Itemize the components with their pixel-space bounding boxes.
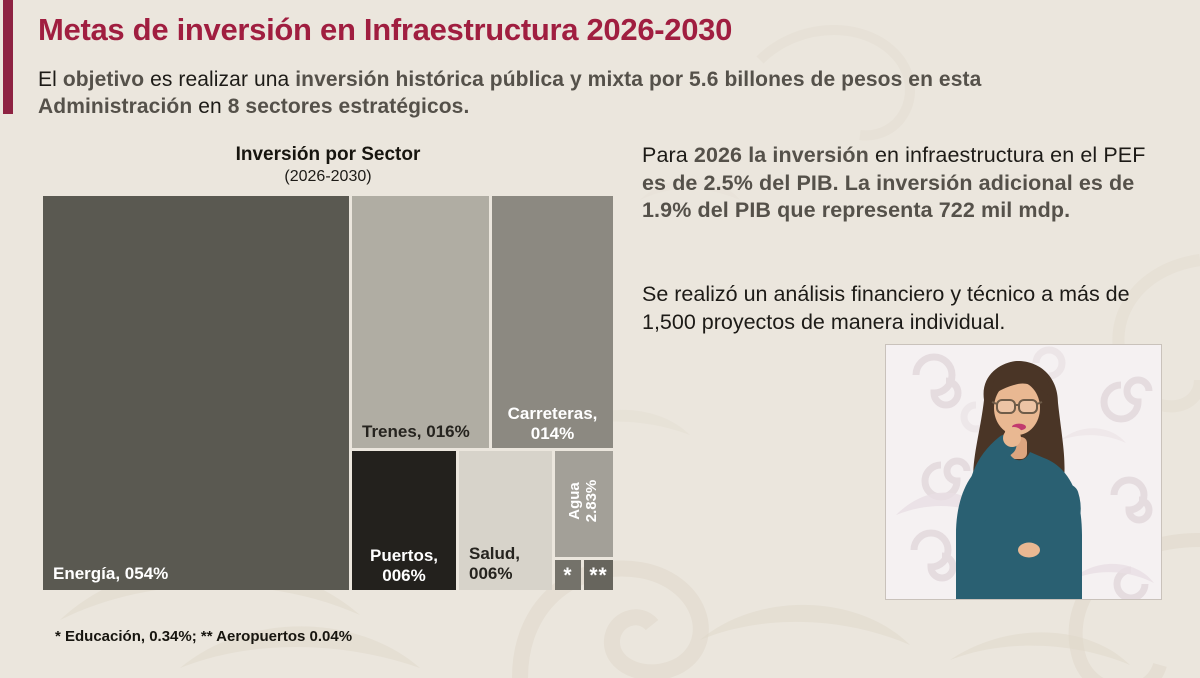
treemap-cell-label: ** <box>584 564 613 589</box>
cell-label-text: Agua <box>566 482 584 520</box>
right-panel-paragraph-2: Se realizó un análisis financiero y técn… <box>642 282 1130 334</box>
cell-label-text: 006% <box>469 563 513 583</box>
subtitle-part: 8 sectores estratégicos. <box>227 95 470 119</box>
subtitle-part: inversión histórica pública y mixta por … <box>38 68 982 119</box>
treemap-cell-label: Puertos, 006% <box>352 546 456 586</box>
treemap-cell-carreteras: Carreteras, 014% <box>492 196 613 448</box>
treemap-cell-label: * <box>555 564 581 589</box>
treemap-cell-label: Agua 2.83% <box>566 479 601 523</box>
chart-subtitle: (2026-2030) <box>284 168 372 185</box>
cell-label-text: Energía, 054% <box>53 563 169 583</box>
page-title: Metas de inversión en Infraestructura 20… <box>38 12 733 47</box>
cell-label-text: Trenes, 016% <box>362 421 470 441</box>
paragraph-part: es de 2.5% del PIB. La inversión adicion… <box>642 170 1135 223</box>
treemap-cell-agua: Agua 2.83% <box>555 451 613 557</box>
cell-label-text: Carreteras, <box>507 403 598 423</box>
treemap-cell-educacion: * <box>555 560 581 590</box>
treemap-cell-trenes: Trenes, 016% <box>352 196 489 448</box>
page-subtitle: El objetivo es realizar una inversión hi… <box>38 66 1123 121</box>
treemap-cell-energia: Energía, 054% <box>43 196 349 590</box>
subtitle-part: es realizar una <box>150 68 296 91</box>
treemap-cell-label: Carreteras, 014% <box>492 404 613 444</box>
chart-title-block: Inversión por Sector (2026-2030) <box>43 144 613 186</box>
cell-label-text: ** <box>589 564 608 587</box>
interpreter-person <box>956 361 1082 599</box>
subtitle-part: El <box>38 68 63 91</box>
chart-title: Inversión por Sector <box>235 144 421 165</box>
paragraph-part: en infraestructura en el PEF <box>874 143 1146 167</box>
interpreter-illustration <box>886 345 1161 599</box>
subtitle-part: en <box>198 95 228 119</box>
paragraph-part: Para <box>642 143 694 167</box>
treemap-cell-label: Trenes, 016% <box>362 422 470 442</box>
accent-bar <box>3 0 13 114</box>
treemap-chart: Energía, 054% Trenes, 016% Carreteras, 0… <box>43 196 613 590</box>
treemap-cell-puertos: Puertos, 006% <box>352 451 456 590</box>
treemap-cell-aeropuertos: ** <box>584 560 613 590</box>
cell-label-text: 014% <box>530 423 575 443</box>
cell-label-text: * <box>563 564 573 587</box>
cell-label-text: Salud, <box>469 543 521 563</box>
cell-label-text: Puertos, <box>369 545 439 565</box>
right-panel-paragraph-1: Para 2026 la inversión en infraestructur… <box>642 142 1152 225</box>
paragraph-part: 2026 la inversión <box>693 143 875 167</box>
cell-label-text: 006% <box>382 565 426 585</box>
treemap-cell-label: Energía, 054% <box>53 564 168 584</box>
chart-footnote: * Educación, 0.34%; ** Aeropuertos 0.04% <box>55 628 353 645</box>
treemap-cell-salud: Salud, 006% <box>459 451 552 590</box>
sign-language-interpreter-video <box>885 344 1162 600</box>
treemap-cell-label: Salud, 006% <box>469 544 520 584</box>
cell-label-text: 2.83% <box>583 479 600 523</box>
subtitle-part: objetivo <box>62 68 151 91</box>
